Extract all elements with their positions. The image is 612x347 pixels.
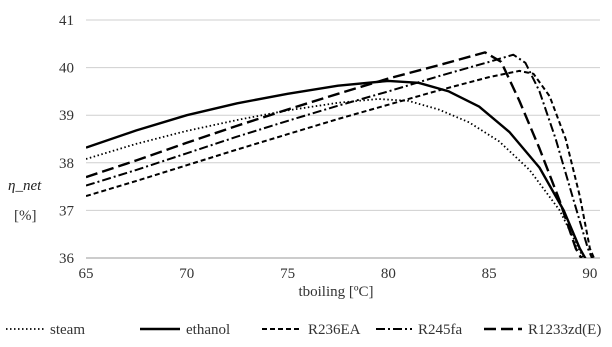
- x-tick-labels: 65 70 75 80 85 90: [79, 266, 598, 282]
- series-line-r236ea: [86, 69, 596, 258]
- y-tick-label: 37: [59, 203, 75, 219]
- y-tick-label: 36: [59, 251, 75, 267]
- legend-label: R245fa: [418, 322, 463, 338]
- series-line-ethanol: [86, 79, 587, 258]
- legend-label: R236EA: [308, 322, 361, 338]
- y-axis-label: η_net: [8, 178, 42, 194]
- y-tick-label: 41: [59, 13, 74, 29]
- series-line-r245fa: [86, 53, 594, 258]
- legend-label: ethanol: [186, 322, 230, 338]
- series-line-steam: [86, 98, 585, 258]
- plot-area: [86, 51, 596, 258]
- y-tick-label: 38: [59, 156, 74, 172]
- y-tick-labels: 36 37 38 39 40 41: [59, 13, 75, 267]
- grid-lines: [86, 19, 600, 259]
- x-tick-label: 80: [381, 266, 396, 282]
- legend: steam ethanol R236EA R245fa R1233zd(E): [6, 322, 601, 338]
- x-tick-label: 90: [582, 266, 597, 282]
- series-line-r1233zd-e-: [86, 51, 583, 258]
- x-tick-label: 85: [482, 266, 497, 282]
- legend-label: R1233zd(E): [528, 322, 601, 338]
- x-tick-label: 75: [280, 266, 295, 282]
- y-axis-unit: [%]: [14, 208, 37, 224]
- y-tick-label: 39: [59, 108, 74, 124]
- y-tick-label: 40: [59, 61, 74, 77]
- legend-label: steam: [50, 322, 85, 338]
- x-tick-label: 70: [179, 266, 194, 282]
- x-axis-label: tboiling [ºC]: [298, 284, 373, 300]
- x-tick-label: 65: [79, 266, 94, 282]
